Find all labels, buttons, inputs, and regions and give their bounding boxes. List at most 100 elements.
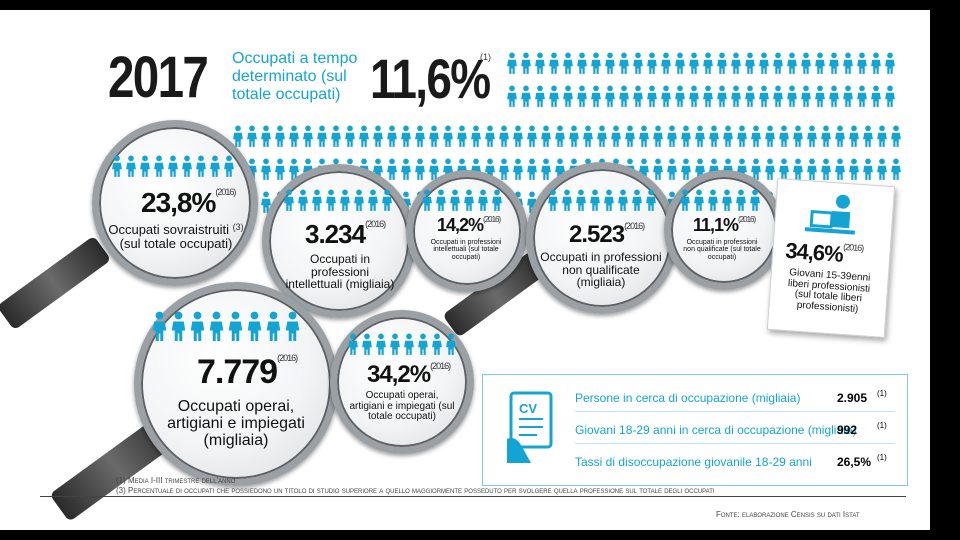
person-icon (619, 85, 629, 107)
person-icon (154, 155, 164, 177)
person-icon (507, 52, 517, 74)
person-icon (535, 52, 545, 74)
person-icon (787, 85, 797, 107)
footnote-1: (1) Media I-III trimestre dell'anno (116, 476, 236, 485)
person-icon (521, 52, 531, 74)
person-icon (387, 125, 397, 147)
person-icon (647, 52, 657, 74)
person-icon (228, 311, 243, 341)
person-icon (591, 52, 601, 74)
person-icon (362, 333, 372, 355)
person-icon (689, 52, 699, 74)
person-icon (731, 52, 741, 74)
person-icon (340, 189, 350, 211)
person-icon (555, 125, 565, 147)
person-icon (829, 52, 839, 74)
person-icon (368, 189, 378, 211)
person-icon (694, 189, 704, 211)
person-icon (717, 85, 727, 107)
person-icon (605, 85, 615, 107)
person-icon (773, 52, 783, 74)
header-main-value: 11,6% (370, 46, 491, 111)
person-icon (815, 52, 825, 74)
table-row: Persone in cerca di occupazione (migliai… (575, 389, 895, 412)
person-icon (835, 125, 845, 147)
person-icon (751, 158, 761, 180)
person-icon (871, 85, 881, 107)
person-icon (745, 52, 755, 74)
magnifier-lens-intellettuali-n: 3.234(2016) Occupati in professioni inte… (262, 164, 416, 318)
person-icon (312, 189, 322, 211)
footnote-divider (40, 496, 906, 497)
person-icon (563, 52, 573, 74)
lens-label: Occupati in professioni intellettuali (s… (430, 239, 502, 261)
person-icon (563, 85, 573, 107)
person-icon (590, 189, 600, 211)
person-icon (171, 311, 186, 341)
year-title: 2017 (108, 45, 209, 110)
person-icon (885, 85, 895, 107)
person-icon (471, 125, 481, 147)
unemployment-box: CV Persone in cerca di occupazione (migl… (482, 374, 908, 486)
person-icon (233, 125, 243, 147)
person-icon (443, 125, 453, 147)
person-icon (709, 125, 719, 147)
infographic: 2017 Occupati a tempo determinato (sul t… (0, 10, 930, 530)
person-icon (390, 333, 400, 355)
person-icon (793, 158, 803, 180)
person-icon (562, 189, 572, 211)
person-icon (446, 333, 456, 355)
person-icon (576, 189, 586, 211)
person-icon (765, 158, 775, 180)
person-icon (611, 125, 621, 147)
card-value: 34,6%(2016) (784, 237, 864, 267)
lens-label: Occupati in professioni intellettuali (m… (285, 252, 395, 292)
person-icon (401, 125, 411, 147)
magnifier-lens-operai-p: 34,2%(2016) Occupati operai, artigiani e… (330, 310, 474, 454)
person-icon (849, 158, 859, 180)
person-icon (843, 52, 853, 74)
person-icon (653, 125, 663, 147)
person-icon (450, 189, 460, 211)
person-icon (787, 52, 797, 74)
person-icon (152, 311, 167, 341)
person-icon (507, 85, 517, 107)
header-main-value-text: 11,6% (370, 47, 491, 110)
magnifier-lens-intellettuali-p: 14,2%(2016) Occupati in professioni inte… (406, 170, 528, 292)
person-icon (722, 189, 732, 211)
person-icon (513, 125, 523, 147)
person-icon (625, 125, 635, 147)
person-icon (759, 85, 769, 107)
person-icon (857, 52, 867, 74)
person-icon (457, 125, 467, 147)
source-note: Fonte: elaborazione Censis su dati Istat (716, 510, 860, 519)
person-icon (632, 189, 642, 211)
person-icon (703, 85, 713, 107)
person-icon (247, 311, 262, 341)
person-icon (885, 52, 895, 74)
person-icon (266, 311, 281, 341)
people-row-1 (506, 52, 906, 74)
person-icon (376, 333, 386, 355)
person-icon (317, 125, 327, 147)
person-icon (303, 125, 313, 147)
person-icon (168, 155, 178, 177)
lens-label: Occupati in professioni non qualificate … (683, 239, 761, 261)
person-icon (675, 85, 685, 107)
person-icon (499, 158, 509, 180)
liberi-professionisti-card: 34,6%(2016) Giovani 15-39enni liberi pro… (766, 178, 896, 338)
person-icon (633, 52, 643, 74)
person-icon (429, 158, 439, 180)
person-icon (541, 125, 551, 147)
table-row: Tassi di disoccupazione giovanile 18-29 … (575, 453, 887, 469)
header-main-note: (1) (480, 52, 491, 62)
person-icon (513, 158, 523, 180)
person-icon (891, 125, 901, 147)
person-icon (541, 158, 551, 180)
person-icon (422, 189, 432, 211)
person-icon (619, 52, 629, 74)
person-icon (829, 85, 839, 107)
person-icon (801, 85, 811, 107)
person-icon (605, 52, 615, 74)
person-icon (807, 158, 817, 180)
